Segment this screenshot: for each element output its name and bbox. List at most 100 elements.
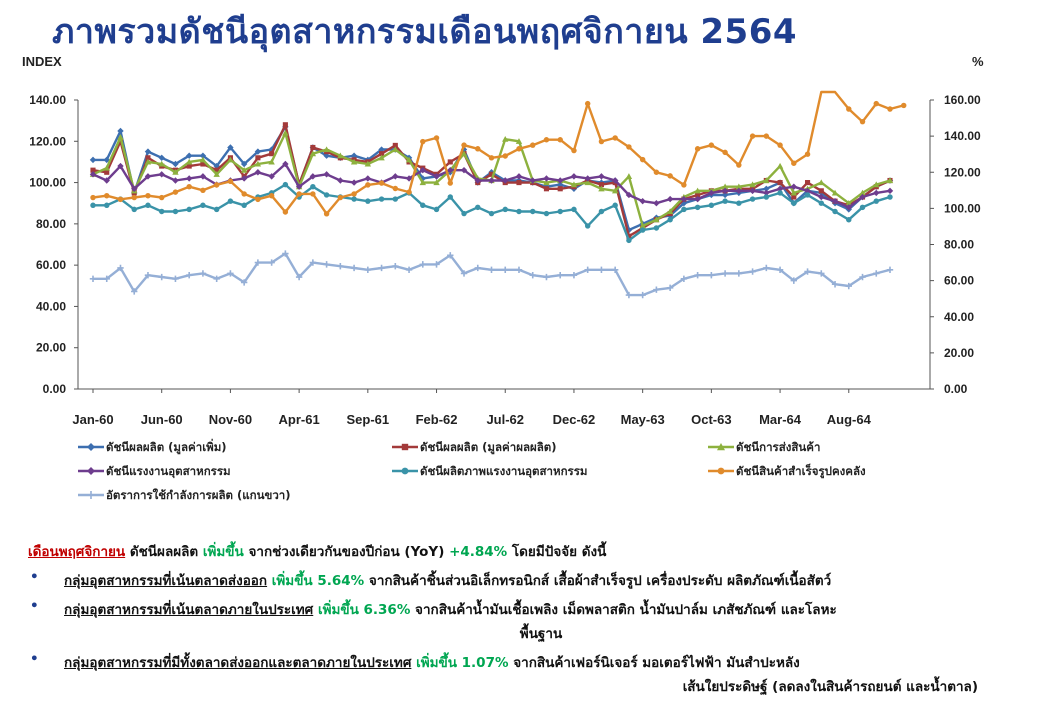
data-point [749, 181, 756, 188]
data-point [708, 189, 715, 197]
data-point [653, 286, 660, 293]
data-point [420, 202, 426, 208]
legend-swatch-marker [401, 443, 409, 451]
data-point [694, 272, 701, 279]
data-point [735, 270, 743, 277]
legend-label: ดัชนีผลิตภาพแรงงานอุตสาหกรรม [420, 464, 587, 479]
data-point [90, 194, 96, 201]
data-point [667, 217, 673, 223]
data-point [515, 138, 523, 144]
data-point [502, 136, 509, 142]
industrial-index-chart: INDEX % 0.00 20.00 40.00 60.00 80.00 100.00 12… [22, 54, 984, 502]
data-point [474, 264, 481, 272]
data-point [776, 185, 784, 192]
data-point [735, 183, 743, 190]
data-point [887, 106, 893, 112]
data-point [172, 160, 179, 168]
right-tick-label: 100.00 [944, 201, 981, 215]
month-label: เดือนพฤศจิกายน [28, 544, 126, 560]
data-point [420, 138, 426, 145]
data-point [543, 179, 550, 186]
data-point [145, 193, 151, 199]
data-point [612, 202, 618, 208]
legend-label: อัตราการใช้กำลังการผลิต (แกนขวา) [106, 488, 291, 502]
data-point [337, 177, 344, 184]
data-point [364, 175, 372, 182]
data-point [365, 198, 371, 204]
data-point [282, 250, 289, 257]
data-point [666, 195, 674, 203]
data-point [406, 189, 412, 195]
data-point [790, 189, 798, 196]
legend-item: อัตราการใช้กำลังการผลิต (แกนขวา) [78, 488, 291, 502]
data-point [172, 275, 179, 283]
left-axis-label: INDEX [22, 54, 62, 69]
legend-swatch-marker [87, 443, 95, 451]
data-point [89, 156, 97, 164]
data-point [791, 160, 797, 166]
data-point [598, 182, 604, 188]
legend-item: ดัชนีผลิตภาพแรงงานอุตสาหกรรม [392, 464, 587, 479]
data-point [392, 262, 399, 270]
data-point [200, 187, 206, 194]
data-point [584, 175, 591, 182]
data-point [475, 146, 481, 152]
data-point [241, 202, 247, 208]
data-point [392, 173, 399, 180]
data-point [295, 273, 303, 281]
data-point [433, 206, 440, 213]
data-point [144, 158, 152, 165]
data-point [90, 202, 96, 208]
data-point [296, 191, 302, 197]
data-point [172, 189, 179, 195]
data-point [653, 216, 660, 223]
data-point [612, 135, 618, 141]
data-point [571, 206, 577, 213]
data-point [337, 194, 344, 201]
left-tick-label: 100.00 [29, 176, 66, 190]
data-point [172, 177, 179, 184]
data-point [488, 266, 495, 273]
data-point [365, 182, 371, 188]
data-point [736, 162, 742, 168]
data-point [405, 175, 413, 182]
data-point [557, 177, 564, 184]
data-point [639, 227, 646, 233]
data-point [598, 208, 605, 215]
left-tick-label: 0.00 [43, 382, 67, 396]
data-point [185, 152, 193, 159]
data-point [213, 171, 220, 177]
x-tick-label: Oct-63 [691, 412, 731, 427]
data-point [873, 100, 879, 107]
data-point [379, 151, 385, 157]
right-tick-label: 140.00 [944, 129, 981, 143]
data-point [901, 102, 907, 109]
data-point [145, 155, 151, 161]
bullet-mixed: • กลุ่มอุตสาหกรรมที่มีทั้งตลาดส่งออกและต… [30, 651, 978, 695]
data-point [295, 183, 303, 190]
x-tick-label: Sep-61 [347, 412, 390, 427]
right-tick-label: 80.00 [944, 238, 974, 252]
data-point [625, 191, 633, 199]
data-point [447, 159, 453, 165]
right-tick-label: 40.00 [944, 310, 974, 324]
data-point [213, 182, 220, 188]
data-point [227, 144, 234, 151]
data-point [626, 144, 632, 150]
data-point [570, 272, 578, 279]
data-point [502, 206, 508, 213]
data-point [199, 270, 207, 277]
data-point [158, 194, 165, 201]
data-point [419, 166, 426, 174]
x-tick-label: Apr-61 [279, 412, 320, 427]
data-point [887, 194, 893, 200]
data-point [721, 183, 729, 190]
bullet-domestic: • กลุ่มอุตสาหกรรมที่เน้นตลาดภายในประเทศ … [30, 598, 837, 642]
data-point [598, 138, 605, 145]
data-point [227, 270, 234, 277]
data-point [241, 191, 247, 197]
data-point [626, 233, 632, 239]
data-point [461, 142, 467, 148]
data-point [419, 261, 426, 268]
data-point [117, 133, 124, 140]
